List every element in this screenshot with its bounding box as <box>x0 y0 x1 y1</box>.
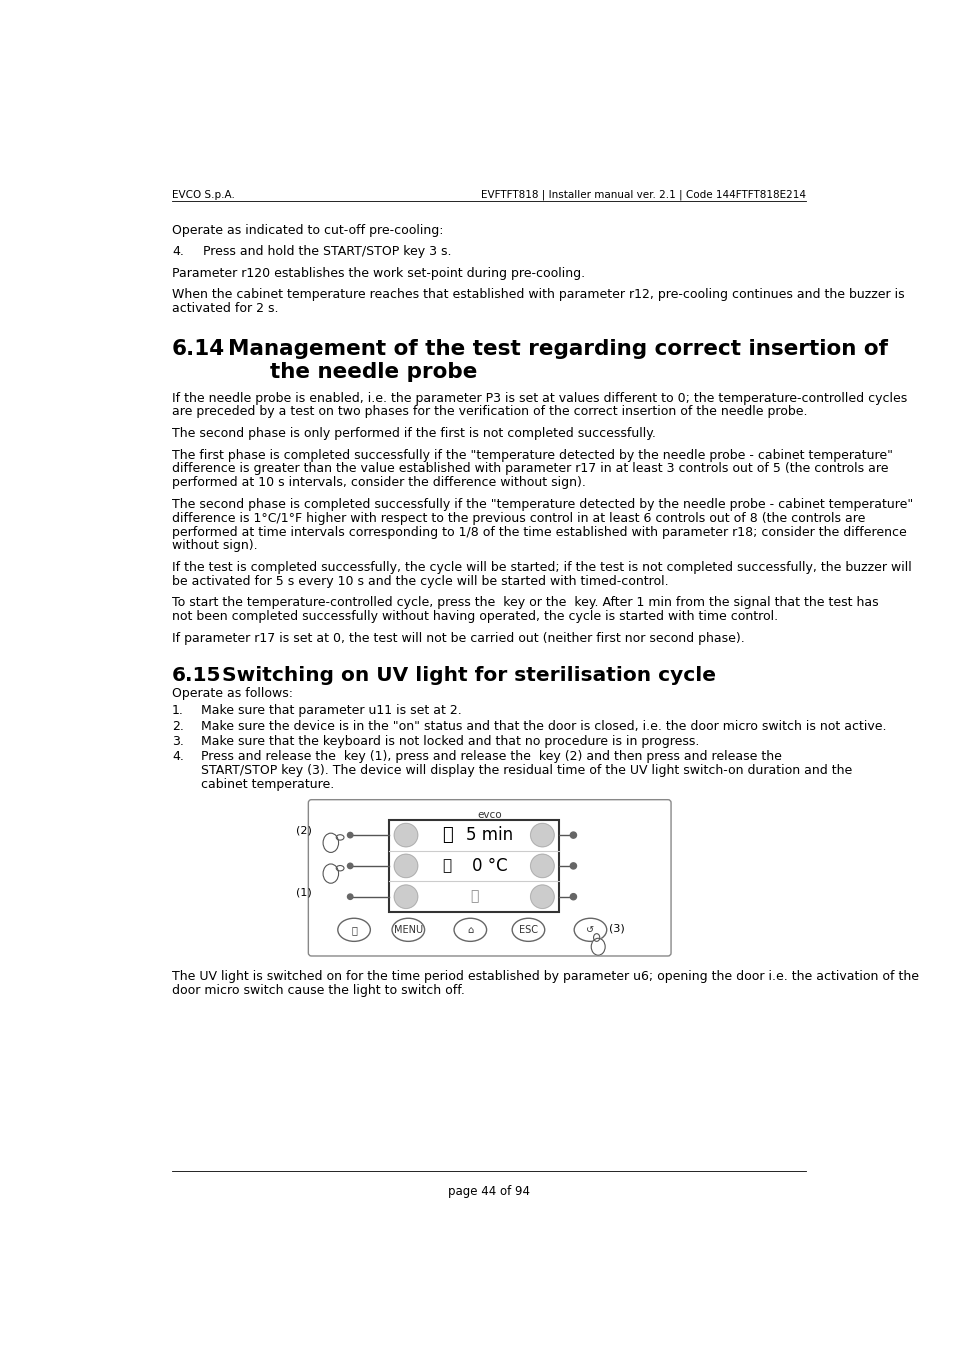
Text: cabinet temperature.: cabinet temperature. <box>201 778 335 792</box>
Text: Management of the test regarding correct insertion of: Management of the test regarding correct… <box>228 339 887 359</box>
Ellipse shape <box>454 919 486 942</box>
Text: activated for 2 s.: activated for 2 s. <box>172 303 278 315</box>
Text: the needle probe: the needle probe <box>270 362 477 382</box>
Text: 3.: 3. <box>172 735 184 748</box>
Text: Operate as indicated to cut-off pre-cooling:: Operate as indicated to cut-off pre-cool… <box>172 224 443 236</box>
Circle shape <box>570 893 576 900</box>
Ellipse shape <box>591 939 604 955</box>
Text: without sign).: without sign). <box>172 539 257 553</box>
Text: ⌂: ⌂ <box>467 925 473 935</box>
Text: page 44 of 94: page 44 of 94 <box>448 1185 529 1198</box>
Text: Make sure that the keyboard is not locked and that no procedure is in progress.: Make sure that the keyboard is not locke… <box>201 735 700 748</box>
Text: 4.: 4. <box>172 750 184 763</box>
Text: 5 min: 5 min <box>466 825 513 844</box>
Circle shape <box>570 863 576 869</box>
Text: If the test is completed successfully, the cycle will be started; if the test is: If the test is completed successfully, t… <box>172 561 911 574</box>
Text: ⏰: ⏰ <box>441 825 452 844</box>
Text: 0 °C: 0 °C <box>472 857 507 875</box>
Text: Make sure the device is in the "on" status and that the door is closed, i.e. the: Make sure the device is in the "on" stat… <box>201 720 886 732</box>
Text: 2.: 2. <box>172 720 184 732</box>
Circle shape <box>347 863 353 869</box>
Circle shape <box>530 885 554 908</box>
Text: The first phase is completed successfully if the "temperature detected by the ne: The first phase is completed successfull… <box>172 449 892 462</box>
Ellipse shape <box>512 919 544 942</box>
Text: If the needle probe is enabled, i.e. the parameter P3 is set at values different: If the needle probe is enabled, i.e. the… <box>172 392 906 404</box>
Text: Switching on UV light for sterilisation cycle: Switching on UV light for sterilisation … <box>222 666 716 685</box>
Text: The second phase is only performed if the first is not completed successfully.: The second phase is only performed if th… <box>172 427 655 440</box>
Circle shape <box>530 823 554 847</box>
Text: EVCO S.p.A.: EVCO S.p.A. <box>172 190 234 200</box>
Text: The second phase is completed successfully if the "temperature detected by the n: The second phase is completed successful… <box>172 497 912 511</box>
Text: START/STOP key (3). The device will display the residual time of the UV light sw: START/STOP key (3). The device will disp… <box>201 765 852 777</box>
Text: difference is 1°C/1°F higher with respect to the previous control in at least 6 : difference is 1°C/1°F higher with respec… <box>172 512 864 524</box>
Text: (3): (3) <box>608 924 624 934</box>
Circle shape <box>570 832 576 838</box>
Text: When the cabinet temperature reaches that established with parameter r12, pre-co: When the cabinet temperature reaches tha… <box>172 288 903 301</box>
Text: (2): (2) <box>295 825 311 836</box>
Text: The UV light is switched on for the time period established by parameter u6; ope: The UV light is switched on for the time… <box>172 970 918 982</box>
Circle shape <box>394 885 417 908</box>
Text: To start the temperature-controlled cycle, press the  key or the  key. After 1 m: To start the temperature-controlled cycl… <box>172 596 878 609</box>
Ellipse shape <box>335 835 344 840</box>
Text: Press and release the  key (1), press and release the  key (2) and then press an: Press and release the key (1), press and… <box>201 750 781 763</box>
Ellipse shape <box>335 866 344 871</box>
Text: 🌡: 🌡 <box>442 858 451 873</box>
Text: be activated for 5 s every 10 s and the cycle will be started with timed-control: be activated for 5 s every 10 s and the … <box>172 574 668 588</box>
Circle shape <box>347 894 353 900</box>
Bar <box>389 820 558 912</box>
Text: Press and hold the START/STOP key 3 s.: Press and hold the START/STOP key 3 s. <box>203 246 451 258</box>
Text: performed at time intervals corresponding to 1/8 of the time established with pa: performed at time intervals correspondin… <box>172 526 905 539</box>
Ellipse shape <box>574 919 606 942</box>
Ellipse shape <box>323 834 338 852</box>
Text: ↺: ↺ <box>586 925 594 935</box>
Text: Make sure that parameter u11 is set at 2.: Make sure that parameter u11 is set at 2… <box>201 704 461 717</box>
Circle shape <box>347 832 353 838</box>
Text: Operate as follows:: Operate as follows: <box>172 688 293 700</box>
Text: EVFTFT818 | Installer manual ver. 2.1 | Code 144FTFT818E214: EVFTFT818 | Installer manual ver. 2.1 | … <box>480 190 805 200</box>
Text: Parameter r120 establishes the work set-point during pre-cooling.: Parameter r120 establishes the work set-… <box>172 267 584 280</box>
Text: evco: evco <box>476 811 501 820</box>
Text: 6.15: 6.15 <box>172 666 221 685</box>
Text: If parameter r17 is set at 0, the test will not be carried out (neither first no: If parameter r17 is set at 0, the test w… <box>172 632 744 644</box>
Text: 6.14: 6.14 <box>172 339 225 359</box>
Circle shape <box>394 823 417 847</box>
Text: 1.: 1. <box>172 704 184 717</box>
Text: 4.: 4. <box>172 246 184 258</box>
Ellipse shape <box>337 919 370 942</box>
Text: door micro switch cause the light to switch off.: door micro switch cause the light to swi… <box>172 984 464 997</box>
Text: not been completed successfully without having operated, the cycle is started wi: not been completed successfully without … <box>172 611 778 623</box>
Text: MENU: MENU <box>394 925 422 935</box>
Text: difference is greater than the value established with parameter r17 in at least : difference is greater than the value est… <box>172 462 887 476</box>
Ellipse shape <box>593 934 599 942</box>
Text: 💡: 💡 <box>470 890 477 904</box>
Ellipse shape <box>392 919 424 942</box>
Text: (1): (1) <box>295 888 311 897</box>
Text: ESC: ESC <box>518 925 537 935</box>
Ellipse shape <box>323 865 338 884</box>
Circle shape <box>394 854 417 878</box>
FancyBboxPatch shape <box>308 800 670 957</box>
Text: ⏻: ⏻ <box>351 925 356 935</box>
Text: performed at 10 s intervals, consider the difference without sign).: performed at 10 s intervals, consider th… <box>172 477 585 489</box>
Text: are preceded by a test on two phases for the verification of the correct inserti: are preceded by a test on two phases for… <box>172 405 806 419</box>
Circle shape <box>530 854 554 878</box>
